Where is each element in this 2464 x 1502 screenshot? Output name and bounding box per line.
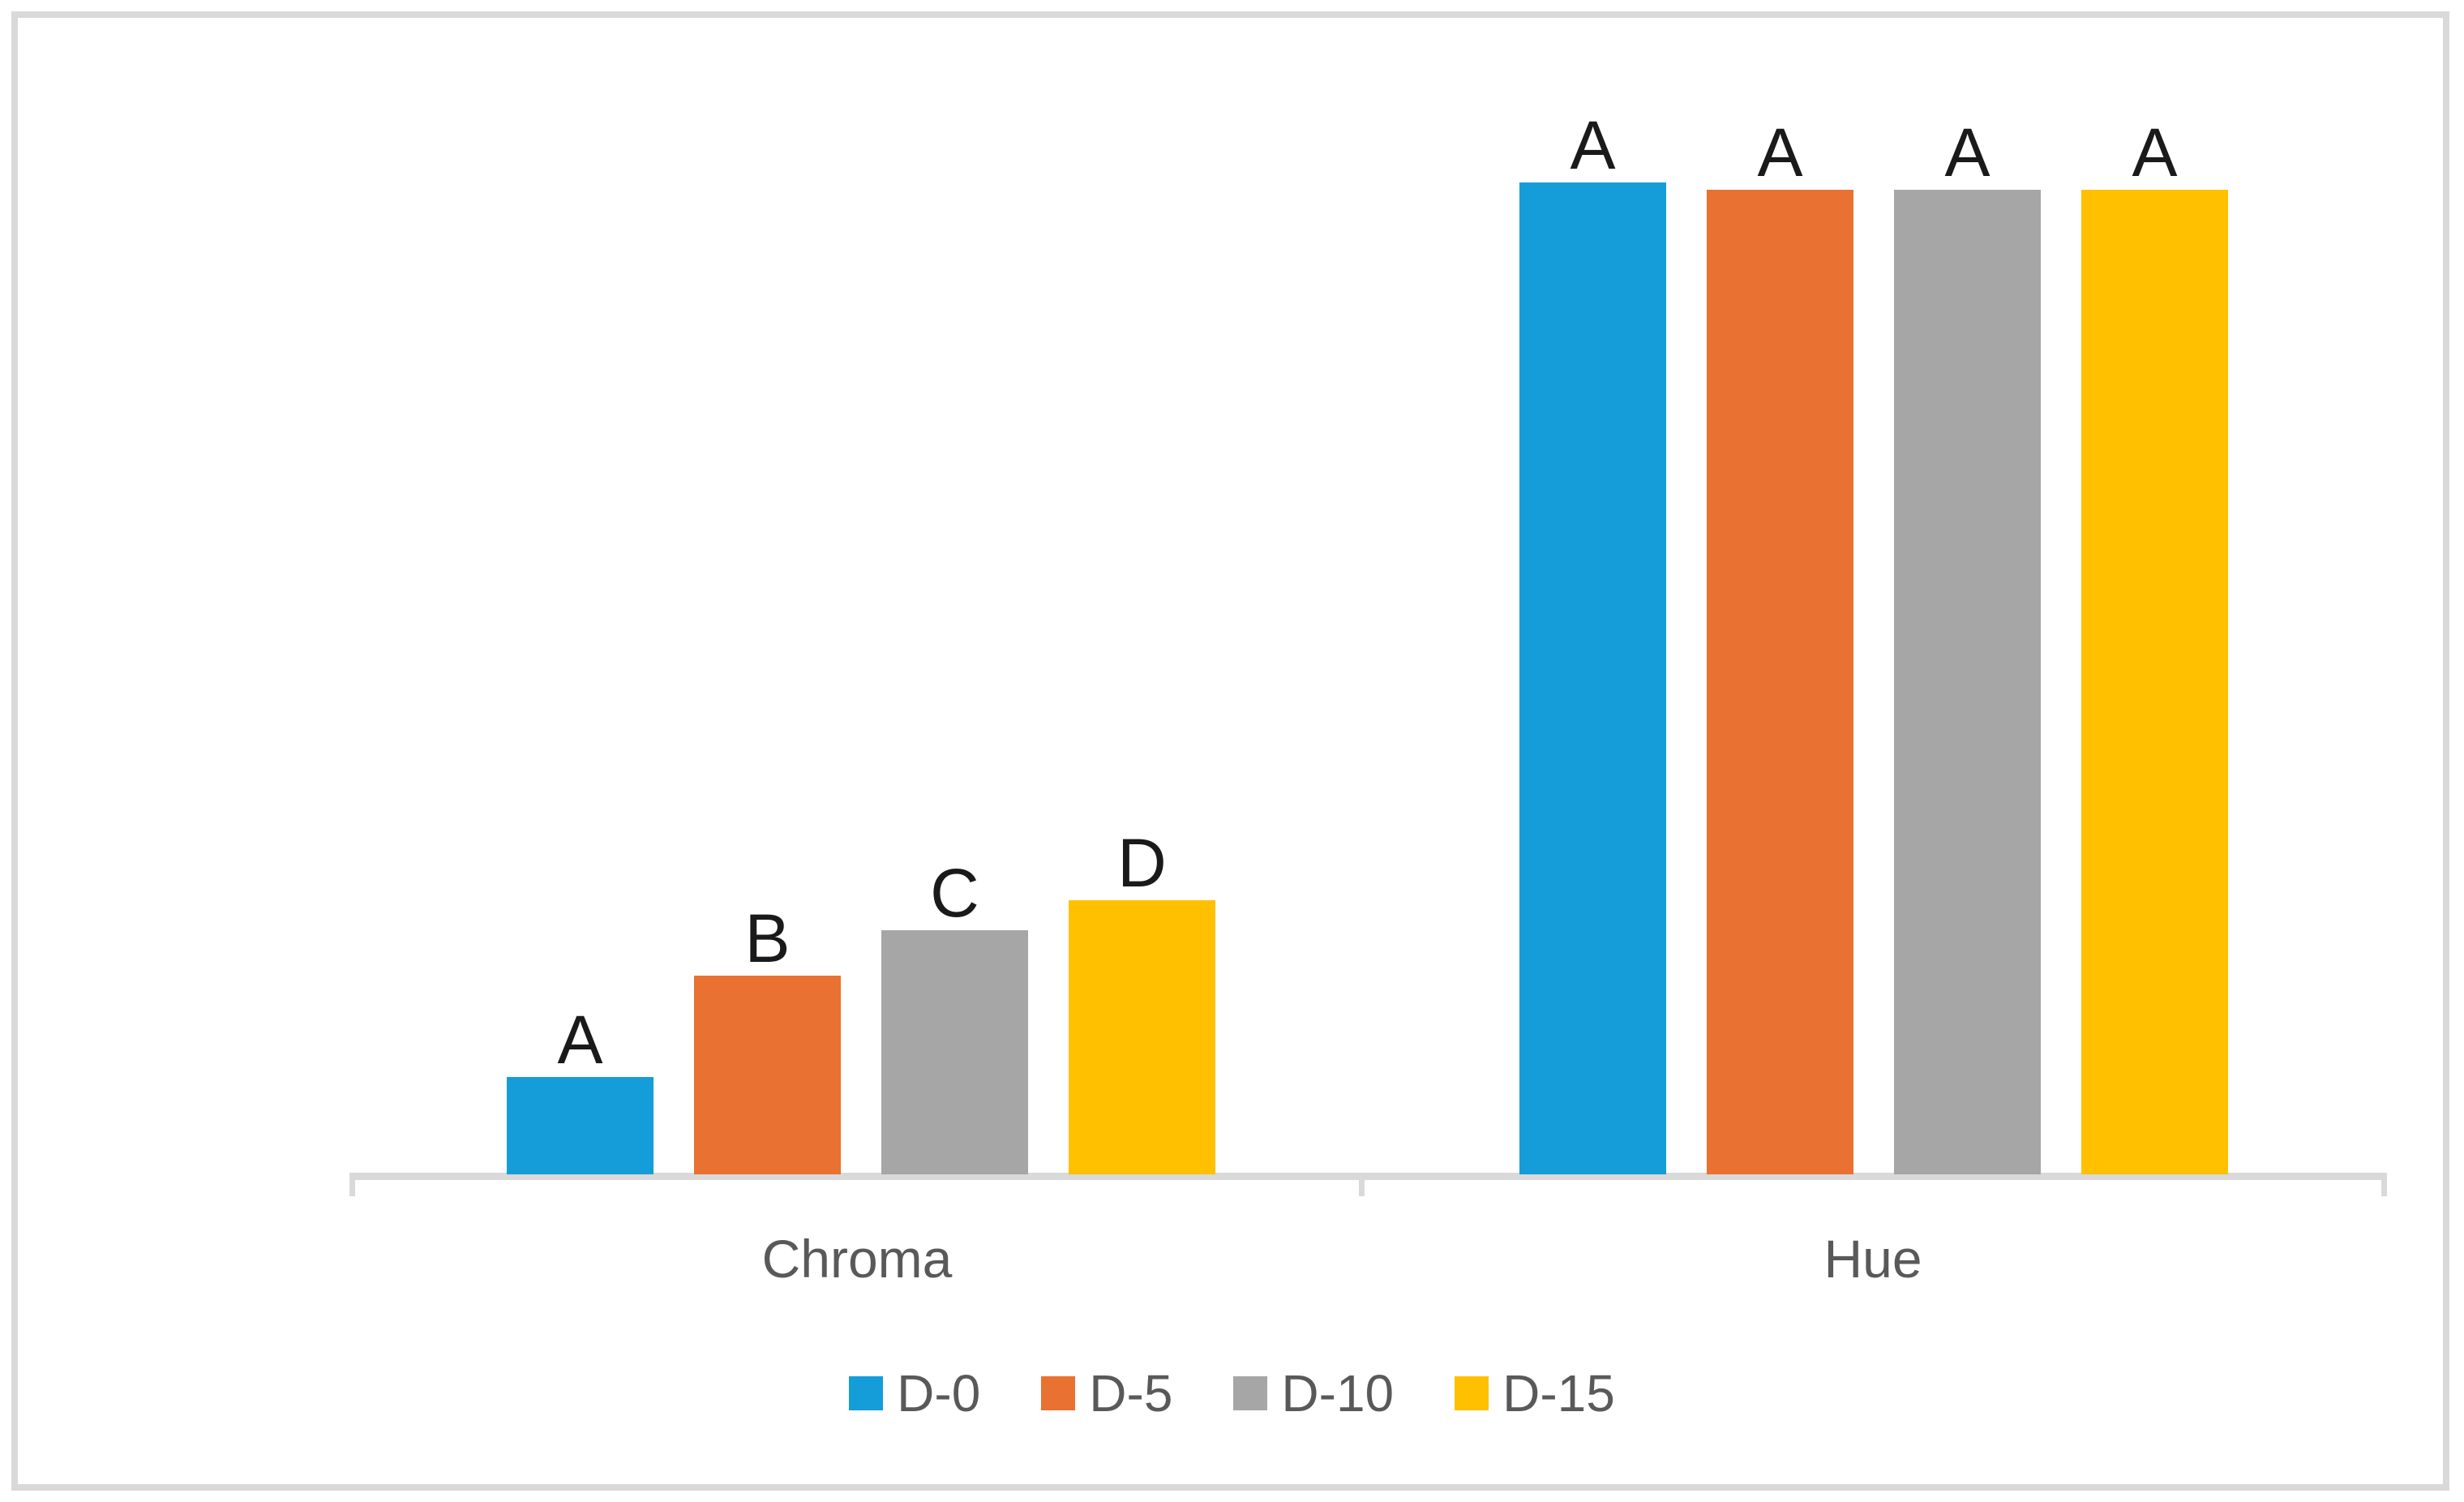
bar-hue-d0: A <box>1519 107 1666 1174</box>
legend-item-d15: D-15 <box>1455 1367 1615 1419</box>
bar-hue-d10: A <box>1894 114 2041 1174</box>
x-axis-tick <box>349 1173 355 1196</box>
legend-swatch-d5 <box>1041 1376 1076 1410</box>
legend-label: D-10 <box>1281 1364 1395 1423</box>
bar-chroma-d0: A <box>507 1002 653 1174</box>
significance-label: D <box>1117 824 1167 901</box>
legend-item-d10: D-10 <box>1233 1367 1394 1419</box>
legend-item-d0: D-0 <box>849 1367 980 1419</box>
legend-label: D-15 <box>1502 1364 1615 1423</box>
legend-label: D-0 <box>897 1364 981 1423</box>
legend-swatch-d0 <box>849 1376 884 1410</box>
bar-chroma-d5: B <box>694 900 841 1174</box>
x-axis-tick <box>1359 1173 1365 1196</box>
legend-swatch-d15 <box>1455 1376 1489 1410</box>
significance-label: B <box>744 899 791 976</box>
significance-label: A <box>2132 114 2178 191</box>
legend-item-d5: D-5 <box>1041 1367 1172 1419</box>
bar-chroma-d15: D <box>1069 825 1215 1174</box>
x-axis-tick <box>2381 1173 2387 1196</box>
significance-label: C <box>930 854 979 931</box>
category-label-hue: Hue <box>1823 1229 1922 1289</box>
significance-label: A <box>557 1001 603 1078</box>
significance-label: A <box>1944 114 1990 191</box>
category-label-chroma: Chroma <box>761 1229 953 1289</box>
legend-label: D-5 <box>1089 1364 1173 1423</box>
chart-border <box>11 11 2449 1491</box>
bar-hue-d15: A <box>2081 114 2228 1174</box>
legend: D-0 D-5 D-10 D-15 <box>0 1367 2464 1419</box>
bar-hue-d5: A <box>1707 114 1853 1174</box>
x-axis-line <box>349 1173 2387 1180</box>
legend-swatch-d10 <box>1233 1376 1268 1410</box>
significance-label: A <box>1757 114 1803 191</box>
bar-chroma-d10: C <box>881 855 1028 1174</box>
significance-label: A <box>1570 106 1616 183</box>
